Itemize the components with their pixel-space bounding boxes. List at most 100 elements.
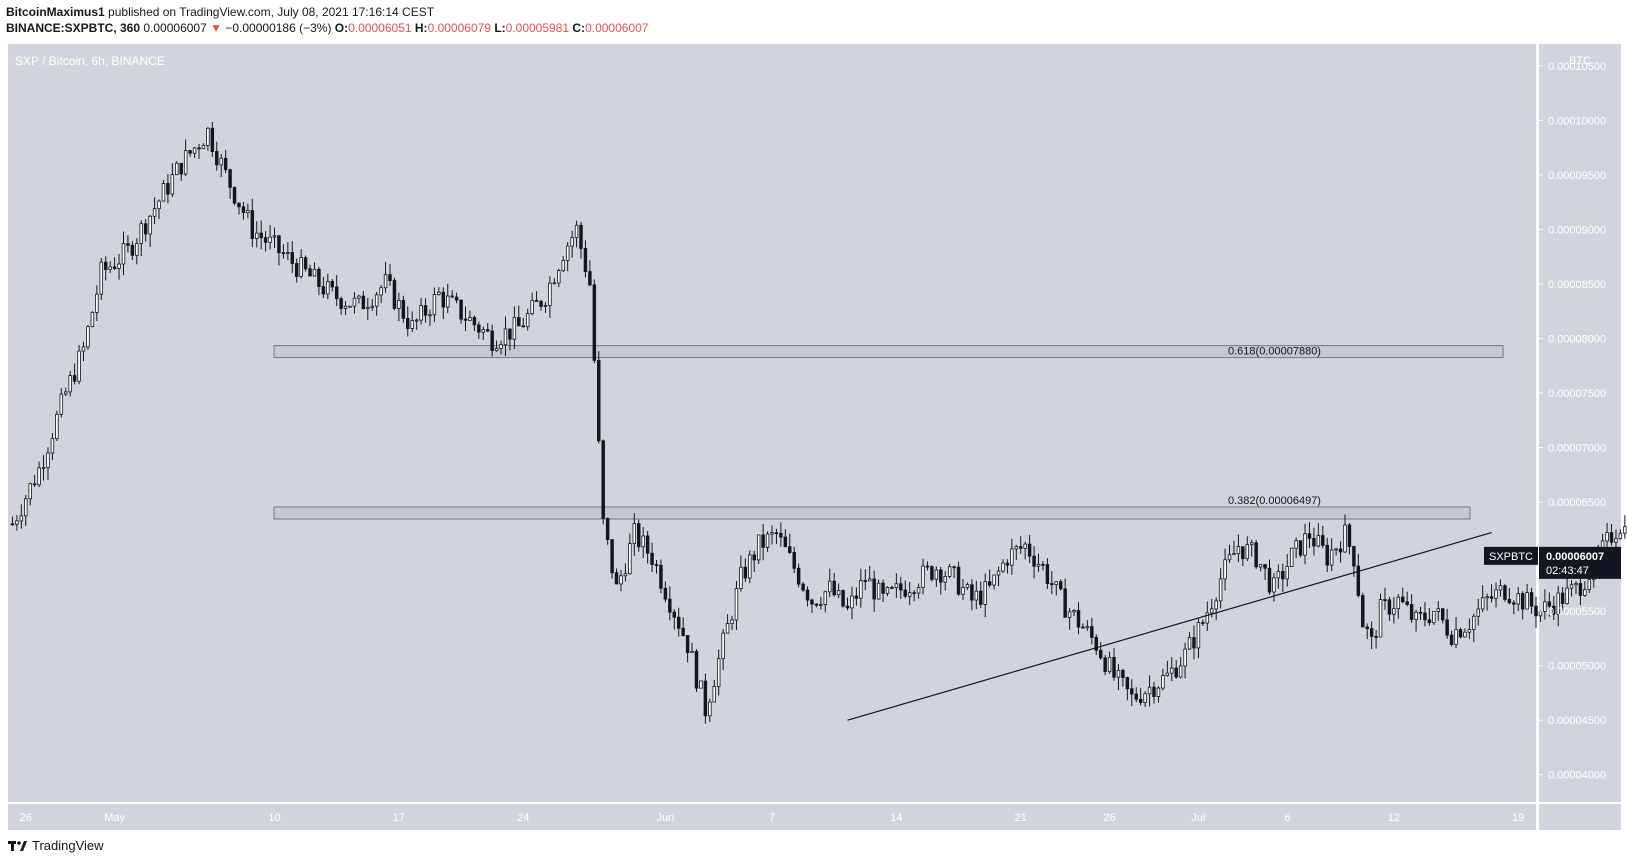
candle-body (1605, 532, 1609, 542)
candle-body (32, 483, 37, 486)
candle-body (1476, 608, 1480, 617)
candle-body (654, 564, 659, 566)
candle-body (1125, 677, 1130, 690)
candle-body (1081, 626, 1085, 629)
x-tick-label: 12 (1388, 812, 1400, 824)
candle-body (281, 252, 286, 255)
candle-body (64, 391, 68, 395)
candle-body (699, 680, 703, 689)
ascending-trendline (847, 532, 1492, 721)
candle-body (1152, 686, 1156, 697)
plot-area[interactable] (8, 44, 1536, 802)
candle-body (494, 348, 499, 351)
candle-body (1374, 636, 1378, 638)
y-tick-label: 0.00007000 (1548, 443, 1606, 455)
author-name[interactable]: BitcoinMaximus1 (6, 5, 105, 19)
down-arrow-icon: ▼ (210, 21, 223, 35)
candle-body (1512, 602, 1516, 605)
candle-body (708, 701, 712, 717)
candle-body (725, 623, 730, 634)
tradingview-logo-icon (8, 840, 27, 851)
x-tick-label: 26 (1103, 812, 1115, 824)
y-tick-label: 0.00008000 (1548, 333, 1606, 345)
candle-body (1138, 698, 1143, 703)
axis-corner (1539, 804, 1621, 830)
candle-body (610, 539, 614, 574)
candle-body (730, 619, 734, 624)
candle-body (223, 157, 228, 171)
candle-body (601, 440, 605, 519)
candle-body (703, 680, 708, 717)
candle-body (1232, 553, 1236, 556)
x-tick-label: 24 (517, 812, 529, 824)
candle-body (690, 650, 694, 654)
candle-body (557, 270, 561, 284)
price-change: −0.00000186 (−3%) (225, 21, 332, 35)
candle-body (1023, 543, 1027, 549)
candle-body (406, 317, 410, 329)
candle-body (1401, 596, 1405, 603)
y-tick-label: 0.00009500 (1548, 170, 1606, 182)
candle-body (756, 534, 761, 561)
candle-body (1196, 622, 1201, 649)
candle-body (99, 261, 104, 295)
candle-body (1485, 596, 1489, 599)
candle-body (24, 498, 28, 517)
candle-body (1201, 622, 1205, 624)
candle-body (574, 224, 579, 239)
x-tick-label: 7 (769, 812, 775, 824)
candle-body (86, 326, 90, 348)
candle-body (255, 232, 259, 239)
candle-body (1418, 611, 1423, 614)
candle-body (1547, 601, 1552, 607)
candle-body (716, 658, 721, 687)
candle-body (1365, 626, 1369, 630)
candle-body (1467, 629, 1472, 633)
candle-body (956, 566, 961, 595)
candle-body (619, 575, 623, 585)
candle-body (779, 532, 783, 538)
candle-body (1090, 626, 1094, 638)
candle-body (472, 317, 477, 326)
candle-body (428, 314, 432, 317)
candle-body (1218, 578, 1223, 602)
candle-body (1019, 546, 1023, 549)
candle-body (1289, 547, 1294, 567)
candle-body (801, 583, 805, 591)
candle-body (739, 566, 743, 589)
candle-body (1187, 637, 1192, 650)
candle-body (770, 532, 774, 535)
candle-body (28, 483, 32, 500)
x-tick-label: 17 (393, 812, 405, 824)
candle-body (290, 252, 295, 264)
candle-body (1098, 649, 1103, 659)
fib-label: 0.618(0.00007880) (1228, 346, 1321, 358)
candle-body (370, 305, 374, 308)
candle-body (343, 305, 348, 309)
trendline-layer (847, 532, 1492, 721)
tradingview-brand[interactable]: TradingView (8, 838, 104, 853)
candle-body (819, 604, 823, 606)
candle-body (157, 200, 161, 210)
candle-body (228, 169, 232, 188)
candle-body (81, 346, 86, 352)
price-axis[interactable] (1539, 44, 1621, 802)
candle-body (90, 311, 95, 328)
candle-body (1236, 546, 1241, 555)
candle-body (1223, 559, 1227, 580)
time-axis[interactable] (8, 804, 1536, 830)
candle-body (419, 305, 423, 321)
candle-body (1516, 593, 1520, 605)
candles (10, 122, 1627, 724)
candle-body (1369, 628, 1374, 637)
candle-body (885, 587, 890, 594)
y-tick-label: 0.00006500 (1548, 497, 1606, 509)
last-price-badge: SXPBTC 0.00006007 02:43:47 (1484, 546, 1621, 579)
candle-body (623, 573, 628, 577)
candle-body (1103, 657, 1107, 672)
candle-body (481, 329, 486, 333)
candle-body (748, 554, 752, 579)
candle-body (881, 582, 885, 594)
candle-body (348, 305, 352, 308)
